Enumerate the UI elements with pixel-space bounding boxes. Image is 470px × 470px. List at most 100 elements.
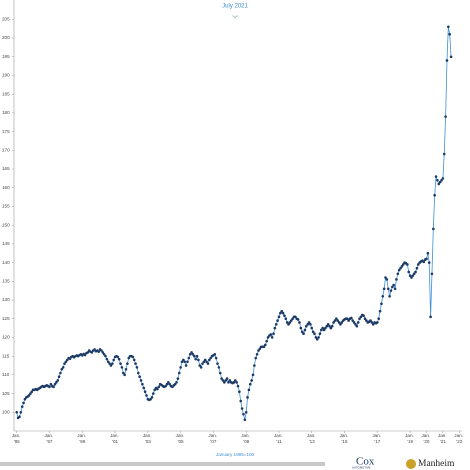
footer-note: January 1995=100 [216, 452, 255, 457]
data-point [279, 311, 282, 315]
data-point [376, 321, 379, 324]
data-point [280, 309, 284, 313]
x-tick-label: Jan. '03 [143, 433, 153, 444]
data-point [150, 396, 154, 399]
data-point [209, 356, 212, 360]
y-tick-label: 180 [2, 110, 10, 115]
data-point [370, 321, 374, 324]
data-point [320, 328, 323, 332]
data-point [176, 377, 180, 380]
data-point [265, 339, 268, 343]
data-point [332, 321, 335, 324]
x-tick-label: Jan. '17 [372, 433, 382, 444]
data-point [27, 394, 31, 397]
data-point [422, 260, 426, 264]
x-tick-label: Jan. '15 [340, 433, 350, 444]
data-point [191, 352, 195, 356]
data-point [109, 364, 113, 367]
logo-cox: Cox [356, 456, 375, 468]
data-point [131, 355, 135, 359]
data-point [322, 328, 326, 332]
data-point [302, 332, 305, 335]
data-point [188, 352, 192, 356]
data-point [203, 358, 207, 362]
data-point [284, 317, 288, 321]
data-point [119, 362, 122, 365]
data-point [214, 356, 218, 360]
data-point [177, 371, 181, 375]
data-point [224, 379, 228, 382]
data-point [354, 323, 357, 326]
y-tick-label: 155 [2, 204, 10, 209]
data-point [126, 362, 129, 365]
data-point [347, 319, 350, 322]
data-point [393, 287, 397, 291]
data-point [216, 362, 219, 365]
x-tick-label: Jan. '99 [77, 433, 87, 444]
data-point [235, 381, 238, 384]
data-point [412, 272, 416, 276]
data-point [432, 227, 435, 231]
data-point [175, 381, 178, 384]
data-point [303, 328, 307, 332]
data-point [359, 315, 363, 319]
data-point [285, 321, 289, 324]
data-point [206, 362, 210, 365]
data-point [186, 360, 189, 364]
data-point [296, 318, 300, 321]
y-tick-label: 145 [2, 241, 10, 246]
y-tick-label: 165 [2, 166, 10, 171]
data-point [307, 321, 311, 324]
data-point [437, 182, 441, 186]
data-point [194, 357, 197, 361]
data-point [335, 317, 338, 321]
data-point [399, 266, 402, 270]
data-point [336, 319, 340, 322]
data-point [287, 323, 290, 326]
data-point [311, 330, 315, 334]
data-point [300, 330, 304, 334]
data-point [294, 315, 297, 319]
data-point [406, 263, 409, 266]
chevron[interactable] [232, 15, 238, 18]
data-point [274, 323, 278, 326]
data-point [250, 379, 253, 382]
data-point [243, 418, 247, 422]
data-point [328, 324, 331, 328]
data-point [382, 287, 386, 291]
data-point [23, 397, 27, 401]
y-tick-label: 135 [2, 279, 10, 284]
x-tick-label: Jan. '07 [208, 433, 218, 444]
data-point [238, 390, 241, 394]
data-point [64, 360, 68, 364]
data-point [333, 319, 337, 322]
data-point [281, 311, 285, 315]
y-tick-label: 185 [2, 91, 10, 96]
data-point [29, 392, 32, 395]
data-point [339, 323, 342, 326]
data-point [355, 324, 359, 328]
data-point [321, 326, 324, 330]
x-tick-label: Jan. '19 [405, 433, 415, 444]
x-tick-label: Jan. '11 [274, 433, 284, 444]
data-point [306, 323, 309, 326]
data-point [233, 379, 237, 382]
data-point [202, 360, 206, 364]
data-point [20, 405, 24, 408]
scrollbar[interactable] [0, 462, 325, 466]
header-title: July 2021 [222, 4, 248, 10]
data-point [317, 336, 320, 339]
data-point [430, 272, 434, 276]
data-point [251, 373, 255, 377]
data-point [197, 358, 200, 362]
x-tick-label: Jan. '20 [422, 433, 432, 444]
y-tick-label: 205 [2, 17, 10, 22]
data-point [205, 360, 208, 364]
data-point [244, 410, 248, 414]
data-point [369, 319, 372, 322]
logo-cox-sub: AUTOMOTIVE [352, 466, 371, 470]
y-tick-label: 110 [2, 372, 10, 377]
data-point [239, 399, 243, 403]
y-tick-label: 170 [2, 148, 10, 153]
